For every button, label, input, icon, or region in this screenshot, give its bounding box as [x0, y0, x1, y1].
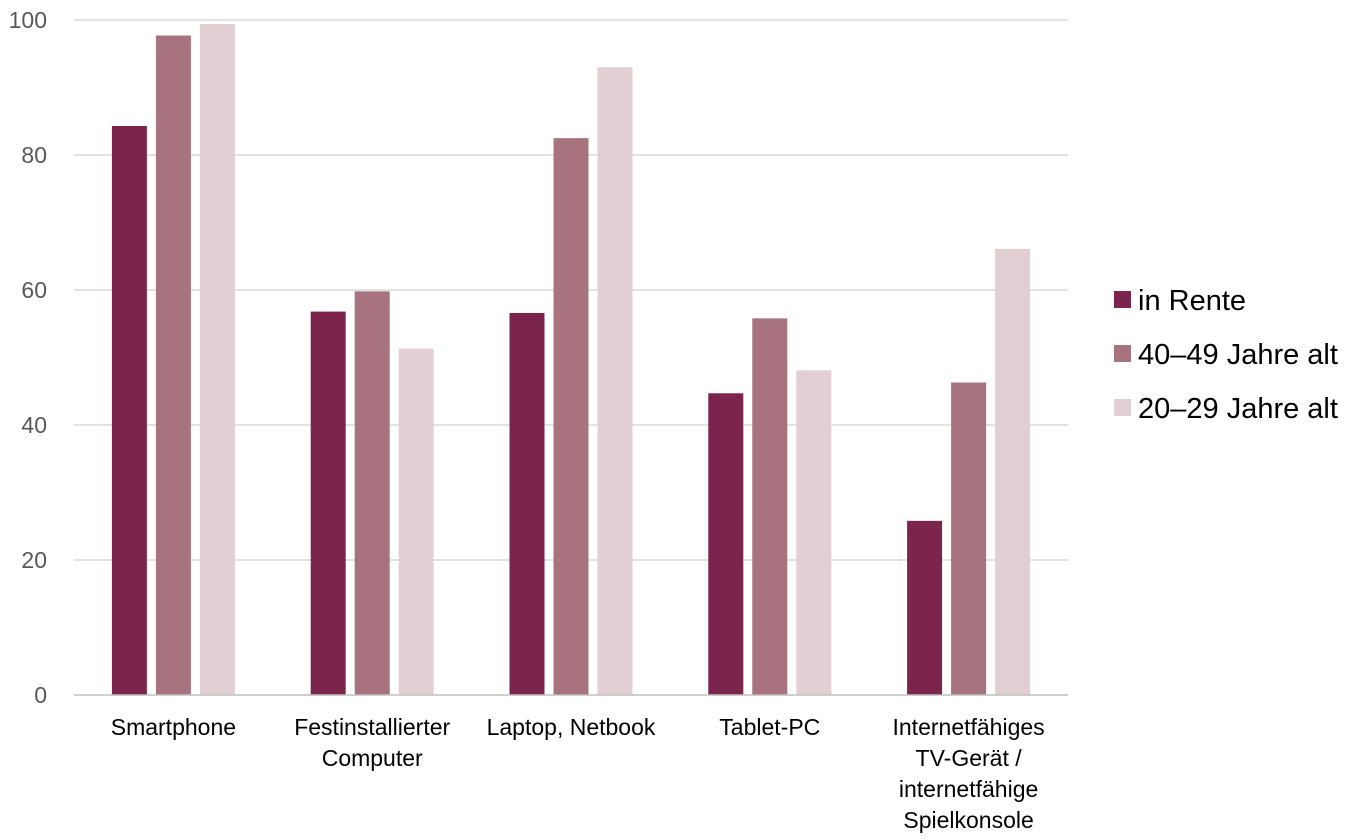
bar [553, 138, 589, 695]
bar [907, 520, 943, 695]
bar [310, 311, 346, 695]
y-tick-label: 100 [9, 7, 47, 33]
legend-label: 40–49 Jahre alt [1138, 339, 1338, 371]
bar [995, 248, 1031, 695]
bar [199, 24, 235, 696]
y-tick-label: 0 [34, 682, 47, 708]
legend-swatch [1114, 399, 1131, 416]
y-tick-label: 40 [21, 412, 47, 438]
x-tick-label: internetfähige [899, 776, 1038, 802]
bar [951, 382, 987, 695]
bar [597, 67, 633, 695]
legend-swatch [1114, 345, 1131, 362]
legend-label: 20–29 Jahre alt [1138, 393, 1338, 425]
bar [111, 125, 147, 696]
y-tick-label: 60 [21, 277, 47, 303]
bars [111, 24, 1031, 696]
y-tick-label: 80 [21, 142, 47, 168]
x-tick-label: Tablet-PC [719, 714, 820, 740]
x-tick-label: Spielkonsole [903, 807, 1033, 833]
x-axis-category-labels: Smartphone Festinstallierter Computer Lapto… [111, 714, 1045, 833]
bar [155, 35, 191, 695]
x-tick-label: Festinstallierter [294, 714, 450, 740]
legend: in Rente 40–49 Jahre alt 20–29 Jahre alt [1114, 285, 1338, 425]
bar [509, 312, 545, 695]
legend-swatch [1114, 291, 1131, 308]
x-tick-label: Internetfähiges [893, 714, 1045, 740]
legend-label: in Rente [1138, 285, 1246, 317]
x-tick-label: TV-Gerät / [916, 745, 1023, 771]
bar [354, 291, 390, 695]
x-tick-label: Laptop, Netbook [487, 714, 656, 740]
x-tick-label: Computer [322, 745, 423, 771]
bar [752, 318, 788, 695]
bar [708, 393, 744, 695]
x-tick-label: Smartphone [111, 714, 236, 740]
bar [796, 370, 832, 695]
bar [398, 348, 434, 695]
y-tick-label: 20 [21, 547, 47, 573]
y-axis-tick-labels: 0 20 40 60 80 100 [9, 7, 47, 708]
